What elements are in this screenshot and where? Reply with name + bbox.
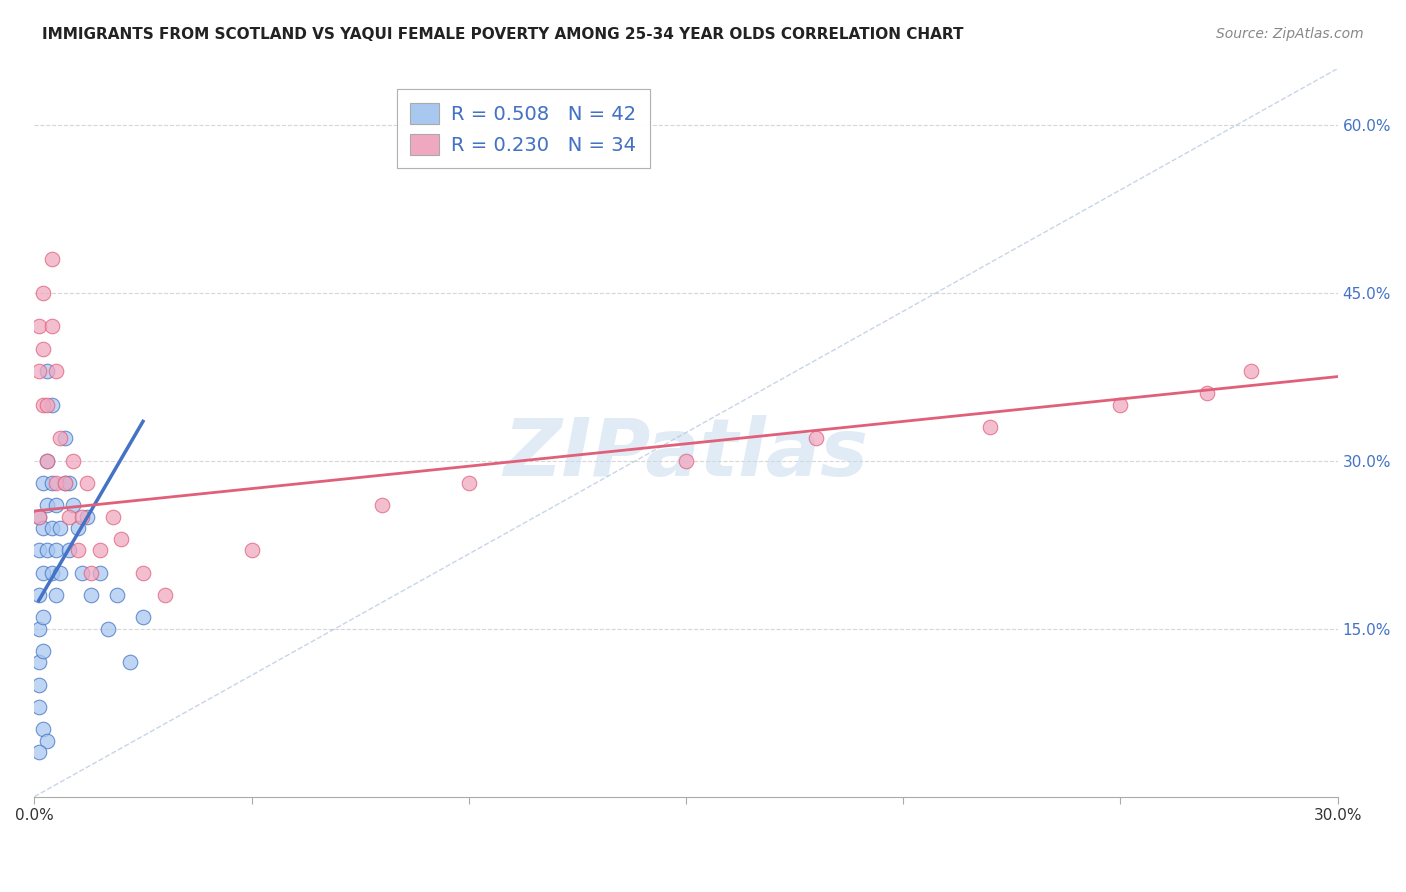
Point: [110, 532, 132, 546]
Point: [45, 499, 67, 513]
Point: [32, 723, 55, 737]
Point: [58, 543, 80, 558]
Point: [53, 475, 76, 490]
Point: [49, 431, 72, 445]
Point: [37, 733, 59, 747]
Point: [80, 566, 103, 580]
Point: [37, 543, 59, 558]
Point: [89, 543, 111, 558]
Point: [32, 610, 55, 624]
Point: [37, 453, 59, 467]
Point: [58, 509, 80, 524]
Point: [979, 420, 1001, 434]
Point: [28, 319, 51, 334]
Point: [41, 252, 63, 266]
Point: [28, 700, 51, 714]
Point: [28, 543, 51, 558]
Point: [118, 655, 141, 669]
Point: [80, 588, 103, 602]
Point: [806, 431, 828, 445]
Point: [457, 475, 479, 490]
Point: [32, 644, 55, 658]
Point: [37, 453, 59, 467]
Point: [41, 319, 63, 334]
Point: [105, 588, 128, 602]
Point: [101, 509, 124, 524]
Point: [32, 342, 55, 356]
Point: [66, 543, 89, 558]
Point: [28, 745, 51, 759]
Point: [45, 543, 67, 558]
Text: IMMIGRANTS FROM SCOTLAND VS YAQUI FEMALE POVERTY AMONG 25-34 YEAR OLDS CORRELATI: IMMIGRANTS FROM SCOTLAND VS YAQUI FEMALE…: [42, 27, 963, 42]
Point: [58, 475, 80, 490]
Point: [32, 521, 55, 535]
Point: [70, 566, 93, 580]
Text: ZIPatlas: ZIPatlas: [503, 416, 869, 493]
Point: [62, 453, 84, 467]
Point: [45, 475, 67, 490]
Point: [32, 285, 55, 300]
Point: [41, 521, 63, 535]
Point: [28, 588, 51, 602]
Point: [37, 364, 59, 378]
Point: [62, 499, 84, 513]
Legend: R = 0.508   N = 42, R = 0.230   N = 34: R = 0.508 N = 42, R = 0.230 N = 34: [396, 89, 650, 169]
Point: [66, 521, 89, 535]
Point: [132, 610, 155, 624]
Point: [1197, 386, 1219, 401]
Point: [28, 655, 51, 669]
Point: [53, 475, 76, 490]
Point: [41, 398, 63, 412]
Point: [28, 364, 51, 378]
Point: [240, 543, 263, 558]
Point: [28, 678, 51, 692]
Text: Source: ZipAtlas.com: Source: ZipAtlas.com: [1216, 27, 1364, 41]
Point: [28, 509, 51, 524]
Point: [49, 566, 72, 580]
Point: [37, 398, 59, 412]
Point: [37, 499, 59, 513]
Point: [76, 509, 98, 524]
Point: [28, 622, 51, 636]
Point: [32, 566, 55, 580]
Point: [1240, 364, 1263, 378]
Point: [132, 566, 155, 580]
Point: [70, 509, 93, 524]
Point: [1109, 398, 1132, 412]
Point: [675, 453, 697, 467]
Point: [32, 475, 55, 490]
Point: [97, 622, 120, 636]
Point: [41, 475, 63, 490]
Point: [45, 588, 67, 602]
Point: [45, 364, 67, 378]
Point: [153, 588, 176, 602]
Point: [53, 431, 76, 445]
Point: [371, 499, 394, 513]
Point: [89, 566, 111, 580]
Point: [32, 398, 55, 412]
Point: [49, 521, 72, 535]
Point: [41, 566, 63, 580]
Point: [76, 475, 98, 490]
Point: [28, 509, 51, 524]
